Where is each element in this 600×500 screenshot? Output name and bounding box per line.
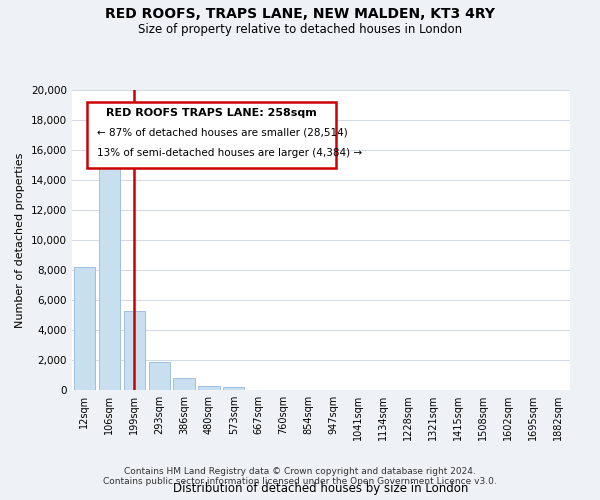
Bar xyxy=(124,310,145,390)
Text: ← 87% of detached houses are smaller (28,514): ← 87% of detached houses are smaller (28… xyxy=(97,128,347,138)
Bar xyxy=(74,267,95,390)
Bar xyxy=(149,362,170,390)
Bar xyxy=(99,142,120,390)
Bar xyxy=(199,386,220,390)
Y-axis label: Number of detached properties: Number of detached properties xyxy=(16,152,25,328)
Text: RED ROOFS, TRAPS LANE, NEW MALDEN, KT3 4RY: RED ROOFS, TRAPS LANE, NEW MALDEN, KT3 4… xyxy=(105,8,495,22)
Text: Size of property relative to detached houses in London: Size of property relative to detached ho… xyxy=(138,22,462,36)
Text: Contains public sector information licensed under the Open Government Licence v3: Contains public sector information licen… xyxy=(103,477,497,486)
Text: RED ROOFS TRAPS LANE: 258sqm: RED ROOFS TRAPS LANE: 258sqm xyxy=(106,108,317,118)
Text: Contains HM Land Registry data © Crown copyright and database right 2024.: Contains HM Land Registry data © Crown c… xyxy=(124,467,476,476)
Text: 13% of semi-detached houses are larger (4,384) →: 13% of semi-detached houses are larger (… xyxy=(97,148,362,158)
FancyBboxPatch shape xyxy=(87,102,336,168)
Bar xyxy=(223,387,244,390)
Bar xyxy=(173,378,194,390)
Text: Distribution of detached houses by size in London: Distribution of detached houses by size … xyxy=(173,482,469,495)
